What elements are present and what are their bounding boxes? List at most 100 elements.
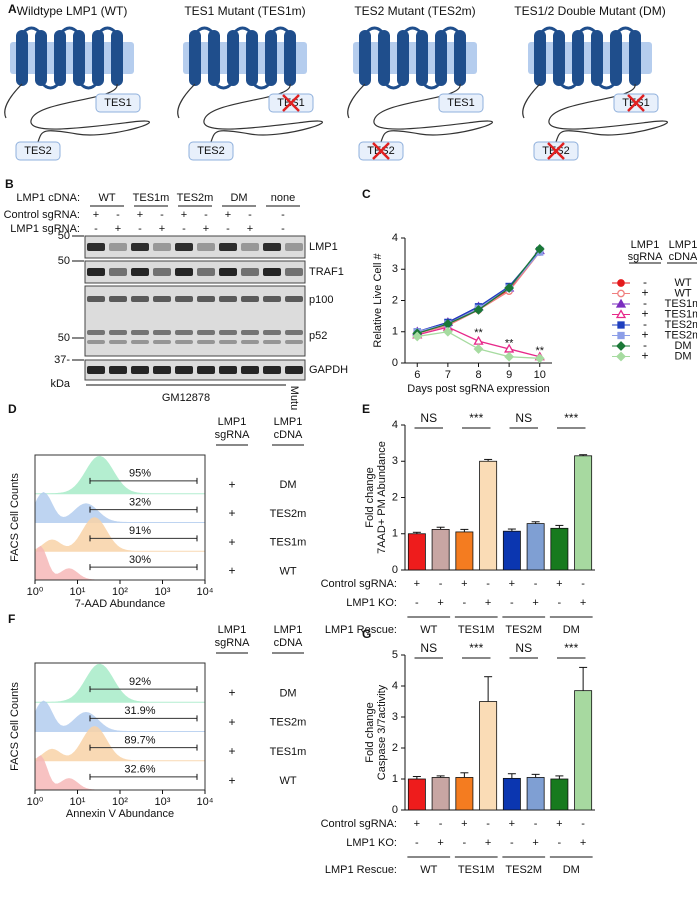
x-tick-label: 10⁰: [27, 586, 44, 598]
band: [175, 268, 193, 276]
band: [131, 330, 149, 335]
group-label: DM: [563, 864, 580, 876]
gate-label: 32.6%: [124, 764, 155, 776]
row-cdna: WT: [279, 565, 296, 577]
row-sgrna: +: [228, 506, 235, 520]
band: [153, 330, 171, 335]
panel-letter: D: [8, 402, 17, 416]
significance: NS: [515, 641, 532, 655]
panel-letter: B: [5, 177, 14, 191]
annotation: **: [505, 338, 514, 350]
legend-cdna: TES1m: [665, 298, 697, 310]
group-label: DM: [230, 192, 247, 204]
sign: +: [485, 837, 491, 849]
y-axis-label: Caspase 3/7activity: [376, 684, 388, 780]
band: [263, 340, 281, 344]
control-line: Mutu: [288, 386, 300, 410]
band: [285, 243, 303, 251]
construct-title: Wildtype LMP1 (WT): [17, 4, 128, 18]
row-sgrna: +: [228, 773, 235, 787]
significance: ***: [469, 411, 483, 425]
series-line: [417, 250, 541, 333]
histogram: [34, 517, 205, 552]
gate-label: 32%: [129, 496, 151, 508]
sign: -: [116, 209, 120, 221]
sign: +: [115, 223, 121, 235]
helix: [416, 30, 428, 86]
sign: +: [203, 223, 209, 235]
tes1-label: TES1: [104, 97, 132, 109]
helix: [454, 30, 466, 86]
column-header: cDNA: [274, 637, 303, 649]
band: [87, 296, 105, 302]
sign: +: [580, 837, 586, 849]
sign: -: [439, 578, 443, 590]
mw-marker: 50: [58, 332, 70, 344]
sign: +: [509, 578, 515, 590]
row-sgrna: +: [228, 686, 235, 700]
sign: -: [160, 209, 164, 221]
band: [87, 268, 105, 276]
cell-line: GM12878: [162, 392, 210, 404]
bar: [479, 460, 498, 571]
gate-label: 92%: [129, 676, 151, 688]
row-cdna: TES2m: [270, 508, 307, 520]
legend-cdna: TES2m: [665, 319, 697, 331]
construct-title: TES1/2 Double Mutant (DM): [514, 4, 665, 18]
row-cdna: DM: [279, 479, 296, 491]
series-line: [417, 248, 541, 334]
band-label: TRAF1: [309, 266, 344, 278]
sign: +: [461, 578, 467, 590]
x-tick-label: 6: [414, 369, 420, 381]
x-tick-label: 9: [506, 369, 512, 381]
sign: +: [509, 818, 515, 830]
n-terminus: [522, 83, 541, 119]
row-sgrna: +: [228, 564, 235, 578]
band: [175, 296, 193, 302]
band: [219, 296, 237, 302]
sign: -: [281, 209, 285, 221]
column-header: LMP1: [274, 416, 303, 428]
helix: [534, 30, 546, 86]
significance: NS: [420, 411, 437, 425]
tes1-label: TES1: [447, 97, 475, 109]
legend-cdna: TES2m: [665, 329, 697, 341]
row-label: Control sgRNA:: [4, 209, 80, 221]
group-label: DM: [563, 624, 580, 636]
mutation-x: [547, 142, 565, 160]
legend-marker: [615, 309, 627, 319]
n-terminus: [177, 83, 196, 119]
sign: +: [137, 209, 143, 221]
band: [263, 268, 281, 276]
sign: +: [225, 209, 231, 221]
band: [175, 243, 193, 251]
band: [285, 296, 303, 302]
y-tick-label: 1: [392, 528, 398, 540]
bar: [574, 690, 593, 811]
band: [285, 330, 303, 335]
band-label: LMP1: [309, 241, 338, 253]
sign: -: [558, 837, 562, 849]
y-tick-label: 0: [392, 357, 398, 369]
y-axis-label: Fold change: [364, 702, 376, 763]
y-tick-label: 0: [392, 564, 398, 576]
significance: ***: [564, 411, 578, 425]
n-terminus: [4, 83, 23, 119]
bar: [550, 778, 569, 811]
y-tick-label: 3: [392, 711, 398, 723]
bar: [431, 529, 450, 571]
legend-marker: [615, 298, 627, 308]
band: [241, 243, 259, 251]
helix: [111, 30, 123, 86]
y-axis-label: Fold change: [364, 467, 376, 528]
band: [241, 366, 259, 374]
annotation: **: [474, 327, 483, 339]
band: [153, 243, 171, 251]
helix: [246, 30, 258, 86]
legend-marker: [616, 351, 626, 362]
band: [175, 366, 193, 374]
y-axis-label: 7AAD+ PM Abundance: [376, 441, 388, 554]
bar: [526, 777, 545, 811]
legend-marker: [617, 289, 625, 298]
sign: -: [226, 223, 230, 235]
